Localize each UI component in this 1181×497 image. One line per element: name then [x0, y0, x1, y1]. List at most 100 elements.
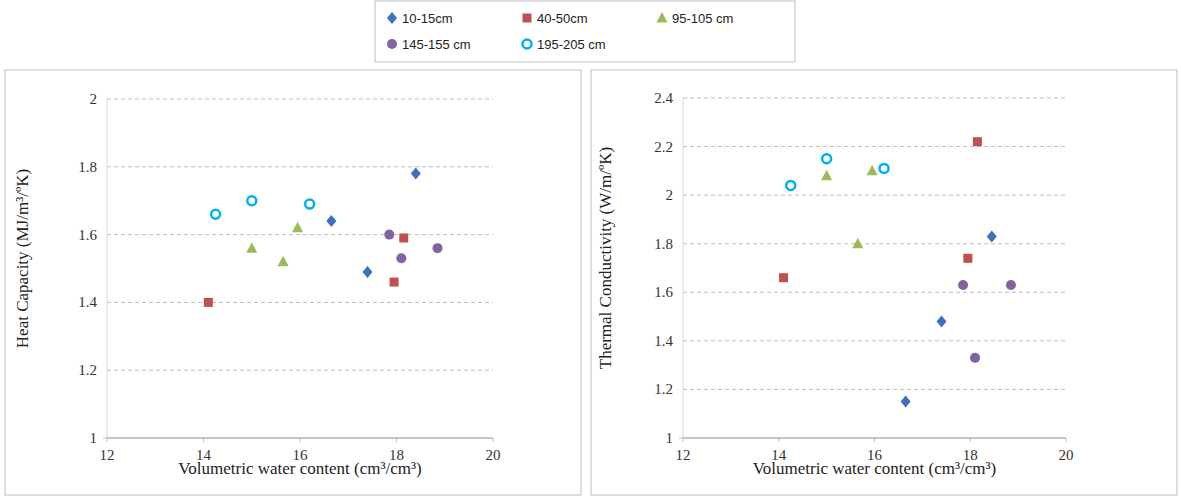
point — [278, 256, 289, 267]
x-tick-label: 20 — [1059, 447, 1074, 463]
point — [786, 181, 795, 190]
legend-marker — [657, 12, 668, 23]
point — [247, 196, 256, 205]
grid-line — [107, 302, 493, 303]
point — [246, 242, 257, 253]
y-axis-label: Thermal Conductivity (W/m/ºK) — [596, 147, 615, 369]
x-axis — [683, 438, 1066, 439]
tick-mark — [679, 438, 683, 439]
series — [821, 165, 877, 248]
x-axis-label: Volumetric water content (cm³/cm³) — [753, 459, 997, 478]
figure: 11.21.41.61.821214161820Volumetric water… — [0, 0, 1181, 497]
series — [779, 137, 982, 282]
y-tick-label: 2.4 — [654, 90, 673, 106]
tick-mark — [103, 438, 107, 439]
point — [973, 137, 982, 146]
x-axis — [107, 438, 493, 439]
y-tick-label: 2 — [90, 91, 98, 107]
y-axis — [107, 99, 108, 438]
point — [211, 210, 220, 219]
series — [384, 230, 442, 264]
point — [970, 353, 980, 363]
chart-panel: 11.21.41.61.822.22.41214161820Volumetric… — [591, 70, 1177, 495]
grid-line — [107, 99, 493, 100]
point — [779, 273, 788, 282]
y-tick-label: 1.4 — [78, 294, 97, 310]
plot-area — [204, 168, 443, 307]
grid-line — [683, 195, 1066, 196]
grid-line — [107, 370, 493, 371]
tick-mark — [970, 438, 971, 442]
point — [1006, 280, 1016, 290]
point — [987, 230, 997, 242]
point — [822, 154, 831, 163]
y-tick-label: 1.4 — [654, 333, 673, 349]
x-tick-label: 12 — [100, 447, 115, 463]
legend-marker — [523, 40, 532, 49]
legend-label: 145-155 cm — [402, 37, 471, 52]
point — [901, 396, 911, 408]
y-axis-label: Heat Capacity (MJ/m³/ºK) — [13, 169, 32, 348]
series — [786, 154, 888, 190]
plot-area — [779, 137, 1016, 407]
series — [326, 168, 420, 278]
point — [363, 266, 373, 278]
panel-frame — [5, 70, 581, 495]
point — [292, 222, 303, 233]
y-axis — [683, 98, 684, 438]
y-tick-label: 1.6 — [654, 284, 673, 300]
point — [937, 315, 947, 327]
point — [396, 253, 406, 263]
tick-mark — [107, 438, 108, 442]
grid-line — [683, 340, 1066, 341]
legend: 10-15cm40-50cm95-105 cm145-155 cm195-205… — [375, 1, 795, 62]
series — [958, 280, 1016, 363]
legend-marker — [387, 12, 397, 24]
x-tick-label: 20 — [486, 447, 501, 463]
grid-line — [683, 389, 1066, 390]
point — [867, 165, 878, 176]
y-tick-label: 2.2 — [654, 139, 673, 155]
y-tick-label: 1 — [90, 430, 98, 446]
legend-marker — [523, 14, 532, 23]
y-tick-label: 2 — [666, 187, 674, 203]
y-tick-label: 1.2 — [654, 381, 673, 397]
point — [384, 230, 394, 240]
legend-label: 10-15cm — [402, 11, 453, 26]
legend-label: 95-105 cm — [672, 11, 733, 26]
series — [901, 230, 997, 407]
x-axis-label: Volumetric water content (cm³/cm³) — [178, 459, 422, 478]
tick-mark — [300, 438, 301, 442]
legend-box — [375, 1, 795, 62]
point — [305, 200, 314, 209]
tick-mark — [874, 438, 875, 442]
chart-panel: 11.21.41.61.821214161820Volumetric water… — [5, 70, 581, 495]
grid-line — [683, 98, 1066, 99]
tick-mark — [493, 438, 494, 442]
x-tick-label: 12 — [676, 447, 691, 463]
point — [433, 243, 443, 253]
point — [852, 238, 863, 249]
point — [411, 168, 421, 180]
legend-label: 195-205 cm — [537, 37, 606, 52]
tick-mark — [683, 438, 684, 442]
legend-marker — [387, 39, 397, 49]
point — [880, 164, 889, 173]
point — [958, 280, 968, 290]
tick-mark — [396, 438, 397, 442]
grid-line — [107, 234, 493, 235]
panel-frame — [591, 70, 1177, 495]
y-tick-label: 1.2 — [78, 362, 97, 378]
series — [246, 222, 303, 266]
point — [326, 215, 336, 227]
tick-mark — [778, 438, 779, 442]
tick-mark — [1066, 438, 1067, 442]
grid-line — [683, 146, 1066, 147]
y-tick-label: 1 — [666, 430, 674, 446]
grid-line — [683, 243, 1066, 244]
y-tick-label: 1.8 — [78, 159, 97, 175]
point — [399, 233, 408, 242]
grid-line — [683, 292, 1066, 293]
grid-line — [107, 166, 493, 167]
series — [211, 196, 314, 219]
